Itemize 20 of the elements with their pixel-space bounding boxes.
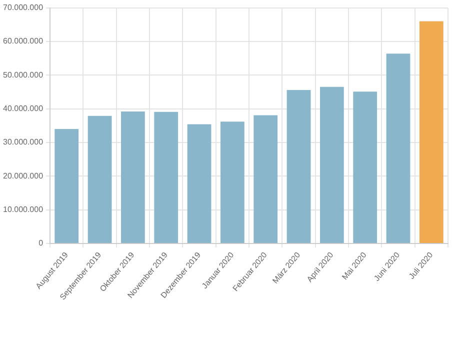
y-tick-label: 70.000.000	[2, 3, 44, 12]
bar	[419, 21, 444, 244]
bar	[187, 124, 212, 244]
bar	[54, 129, 79, 244]
bar	[88, 116, 112, 244]
y-tick-label: 30.000.000	[2, 138, 44, 147]
y-tick-label: 60.000.000	[2, 36, 44, 46]
y-tick-label: 10.000.000	[2, 205, 44, 214]
y-tick-label: 50.000.000	[2, 70, 44, 80]
y-tick-label: 40.000.000	[2, 104, 44, 114]
bar	[386, 54, 410, 244]
bar	[353, 92, 378, 244]
bar	[121, 112, 145, 244]
bar	[154, 112, 178, 244]
bar	[254, 115, 278, 244]
y-tick-label: 20.000.000	[2, 171, 44, 180]
y-tick-label: 0	[38, 238, 44, 248]
bar	[220, 122, 244, 244]
bar	[320, 86, 344, 244]
bar	[286, 90, 311, 244]
